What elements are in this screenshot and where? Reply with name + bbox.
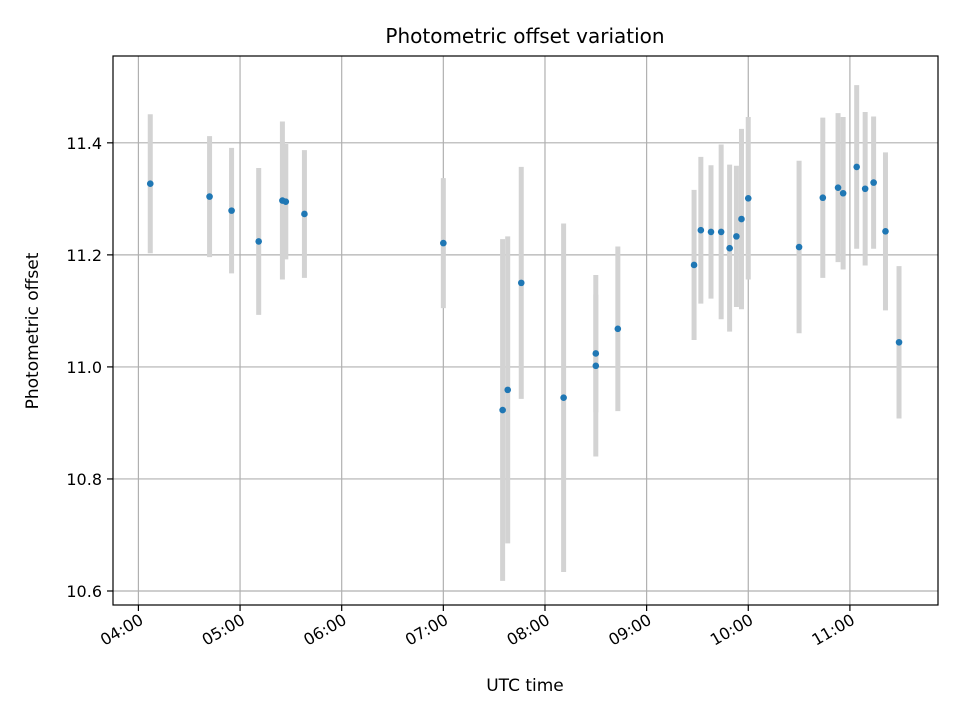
data-point: [255, 238, 262, 245]
data-point: [707, 228, 715, 236]
plot-frame: [112, 55, 939, 606]
y-tick-label: 10.6: [66, 582, 102, 601]
data-point: [282, 198, 290, 205]
data-point: [499, 406, 506, 414]
data-point: [861, 185, 869, 193]
data-point: [738, 215, 745, 223]
data-point: [726, 244, 733, 252]
y-tick-label: 11.4: [66, 134, 102, 153]
y-tick-label: 11.0: [66, 358, 102, 377]
data-point: [733, 233, 740, 240]
data-point: [301, 210, 308, 218]
data-points: [146, 163, 903, 414]
chart-title: Photometric offset variation: [385, 24, 664, 48]
y-tick-label: 11.2: [66, 246, 102, 265]
data-point: [839, 189, 847, 197]
data-point: [834, 184, 842, 191]
data-point: [146, 180, 154, 188]
y-tick-label: 10.8: [66, 470, 102, 489]
grid: [113, 56, 938, 605]
data-point: [560, 394, 567, 402]
data-point: [795, 243, 803, 251]
y-axis: 10.6 10.8 11.0 11.2 11.4: [66, 134, 113, 601]
data-point: [717, 228, 725, 236]
data-point: [592, 350, 600, 357]
data-point: [592, 362, 600, 370]
data-point: [517, 279, 525, 287]
y-axis-title: Photometric offset: [23, 252, 43, 409]
data-point: [870, 179, 877, 186]
data-point: [228, 207, 235, 214]
data-point: [206, 193, 213, 200]
data-point: [744, 194, 752, 202]
data-point: [819, 194, 827, 202]
data-point: [614, 325, 622, 333]
data-point: [697, 226, 705, 234]
data-point: [853, 163, 860, 171]
data-point: [690, 261, 698, 269]
data-point: [882, 228, 889, 235]
data-point: [440, 239, 447, 247]
data-point: [895, 338, 903, 346]
x-axis-title: UTC time: [486, 676, 564, 696]
data-point: [504, 386, 512, 394]
